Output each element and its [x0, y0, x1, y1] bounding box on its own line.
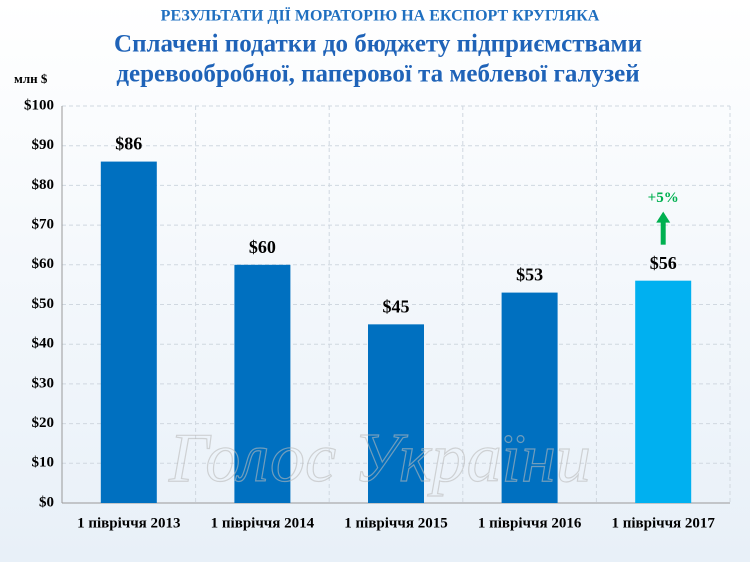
x-tick-label: 1 півріччя 2014	[211, 515, 315, 531]
y-tick-label: $80	[32, 177, 55, 193]
x-tick-label: 1 півріччя 2013	[77, 515, 180, 531]
data-label: $86	[115, 134, 142, 154]
x-tick-label: 1 півріччя 2017	[611, 515, 715, 531]
data-label: $60	[249, 237, 276, 257]
watermark: Голос України	[168, 420, 591, 497]
bar	[635, 280, 692, 503]
y-tick-label: $60	[32, 256, 55, 272]
bar	[368, 324, 424, 503]
y-axis-label: млн $	[14, 71, 48, 86]
data-label: $56	[650, 253, 677, 273]
y-tick-label: $30	[32, 375, 55, 391]
y-tick-label: $20	[32, 415, 55, 431]
y-tick-label: $90	[32, 137, 55, 153]
bar	[501, 292, 558, 503]
y-tick-label: $40	[32, 336, 55, 352]
chart-title: деревообробної, паперової та меблевої га…	[116, 61, 639, 88]
bar	[100, 161, 157, 503]
y-tick-label: $0	[39, 494, 54, 510]
y-tick-label: $70	[32, 217, 55, 233]
chart-title: Сплачені податки до бюджету підприємства…	[114, 31, 642, 58]
x-tick-label: 1 півріччя 2015	[344, 515, 447, 531]
data-label: $45	[383, 296, 410, 316]
x-tick-label: 1 півріччя 2016	[478, 515, 582, 531]
data-label: $53	[516, 265, 543, 285]
supertitle: РЕЗУЛЬТАТИ ДІЇ МОРАТОРІЮ НА ЕКСПОРТ КРУГ…	[161, 7, 600, 25]
y-tick-label: $100	[24, 97, 54, 113]
arrow-head	[656, 211, 671, 223]
bar	[234, 264, 291, 503]
annotation: +5%	[648, 190, 679, 206]
y-tick-label: $50	[32, 296, 55, 312]
y-tick-label: $10	[32, 455, 55, 471]
